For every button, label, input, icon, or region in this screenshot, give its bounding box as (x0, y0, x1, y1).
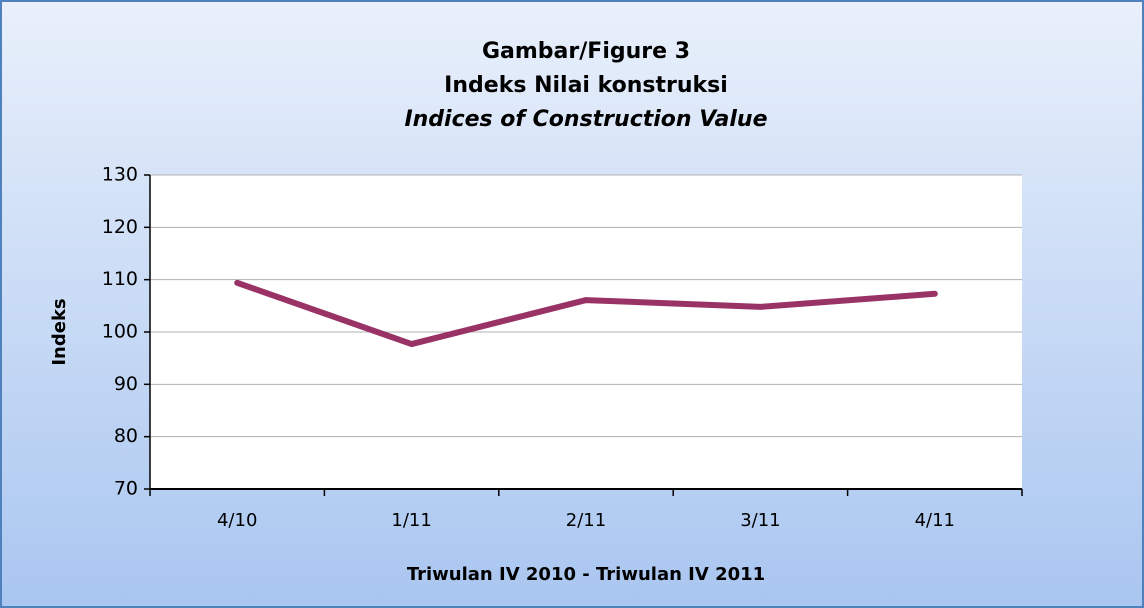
y-tick-label: 110 (102, 268, 138, 290)
chart-title: Gambar/Figure 3 (482, 39, 690, 64)
data-line (234, 279, 938, 348)
y-tick-label: 130 (102, 164, 138, 186)
y-tick-label: 80 (114, 425, 138, 447)
x-tick-label: 4/11 (915, 510, 955, 531)
x-tick-label: 2/11 (566, 510, 606, 531)
x-tick-label: 3/11 (740, 510, 780, 531)
y-tick-label: 100 (102, 321, 138, 343)
chart-subtitle-en: Indices of Construction Value (404, 107, 767, 132)
x-tick-label: 4/10 (217, 510, 257, 531)
x-axis-label: Triwulan IV 2010 - Triwulan IV 2011 (407, 564, 765, 585)
y-tick-label: 90 (114, 373, 138, 395)
y-tick-label: 120 (102, 216, 138, 238)
chart-subtitle: Indeks Nilai konstruksi (444, 73, 728, 98)
x-tick-label: 1/11 (391, 510, 431, 531)
y-axis-label: Indeks (49, 298, 70, 365)
y-tick-label: 70 (114, 478, 138, 500)
